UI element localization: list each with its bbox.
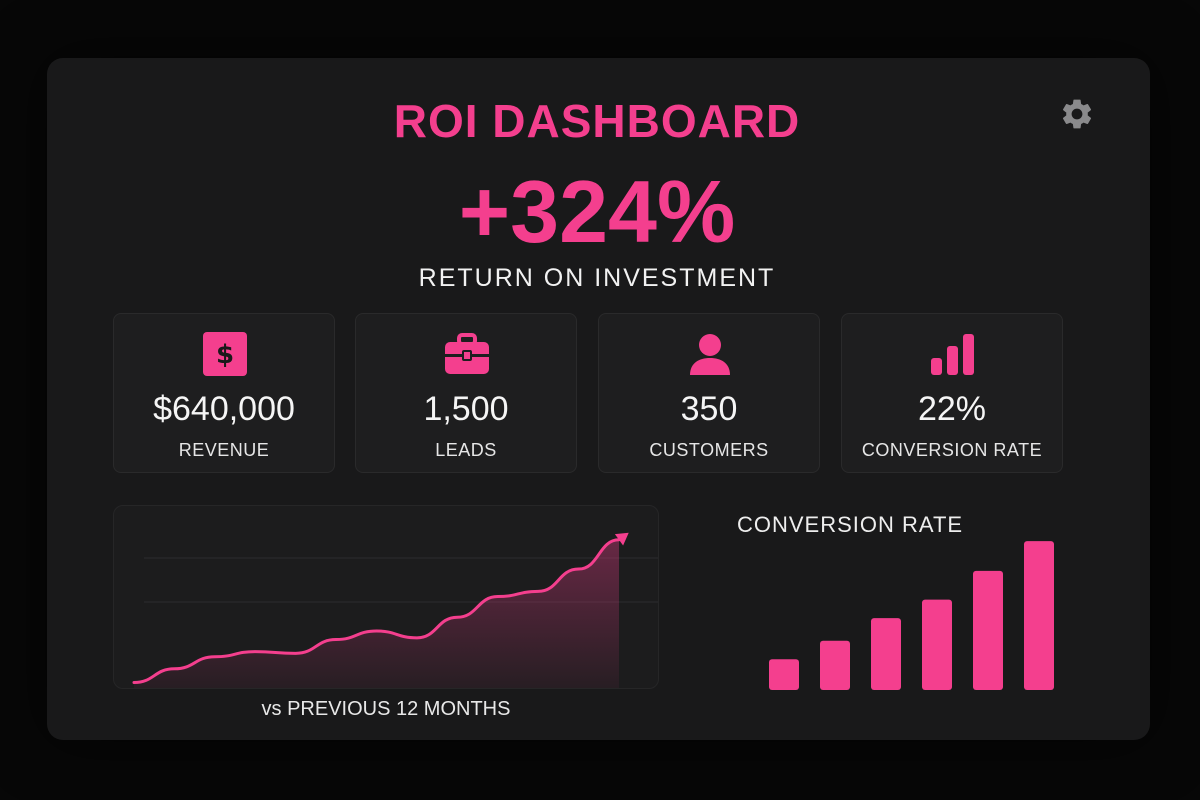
roi-value: +324% <box>458 162 736 261</box>
metric-card-leads: 1,500 LEADS <box>355 313 577 473</box>
metric-label: CUSTOMERS <box>649 440 769 460</box>
metric-value: 1,500 <box>423 390 509 428</box>
metric-card-conversion: 22% CONVERSION RATE <box>841 313 1063 473</box>
conversion-bar <box>871 618 901 690</box>
metric-value: 22% <box>917 390 987 428</box>
metric-card-customers: 350 CUSTOMERS <box>598 313 820 473</box>
metric-label: LEADS <box>435 440 497 460</box>
metric-label: CONVERSION RATE <box>861 440 1043 460</box>
conversion-bar <box>973 570 1003 690</box>
user-icon <box>690 334 730 375</box>
trend-line <box>132 538 621 685</box>
trend-arrow-icon <box>614 532 629 546</box>
metric-card-revenue: $ $640,000 REVENUE <box>113 313 335 473</box>
conversion-bar <box>1024 541 1054 690</box>
trend-area <box>134 539 619 688</box>
conversion-bar-chart <box>769 541 1054 690</box>
metric-value: 350 <box>680 390 738 428</box>
page-title: ROI DASHBOARD <box>393 95 801 147</box>
conversion-bar <box>769 659 799 690</box>
conversion-bar <box>922 599 952 690</box>
briefcase-icon <box>445 333 489 374</box>
metric-label: REVENUE <box>178 440 270 460</box>
dollar-icon: $ <box>203 332 247 376</box>
conversion-bar <box>820 640 850 690</box>
svg-text:$: $ <box>216 340 234 370</box>
bar-chart-icon <box>931 334 974 375</box>
metric-value: $640,000 <box>153 390 295 428</box>
trend-chart-card <box>113 505 659 689</box>
roi-label: RETURN ON INVESTMENT <box>418 264 776 292</box>
trend-caption: vs PREVIOUS 12 MONTHS <box>261 698 511 720</box>
dashboard-panel: ROI DASHBOARD +324% RETURN ON INVESTMENT… <box>47 58 1150 740</box>
trend-chart <box>132 532 658 688</box>
conversion-chart-title: CONVERSION RATE <box>737 512 964 537</box>
gear-icon[interactable] <box>1059 96 1095 132</box>
